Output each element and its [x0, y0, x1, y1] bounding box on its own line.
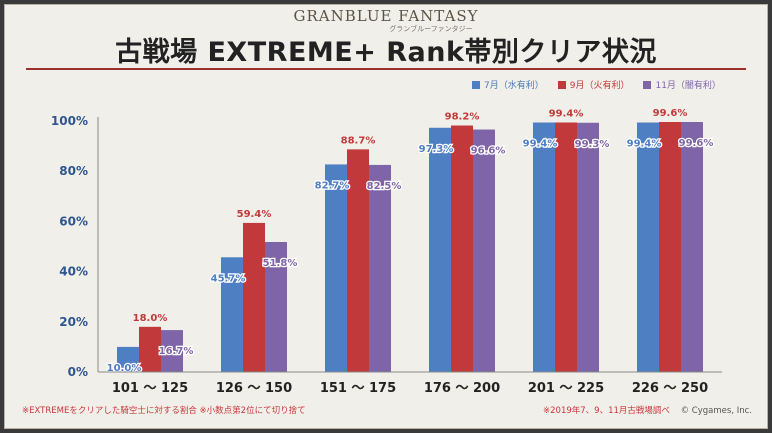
bar [347, 149, 369, 372]
data-label: 96.6% [471, 146, 506, 157]
legend-label-july: 7月（水有利） [484, 81, 544, 91]
data-label: 16.7% [159, 346, 194, 357]
x-axis: 101 ～ 125 126 ～ 150 151 ～ 175 176 ～ 200 201 … [98, 371, 722, 396]
data-label: 18.0% [133, 313, 168, 324]
survey-note: ※2019年7、9、11月古戦場調べ [543, 406, 670, 416]
bar [161, 330, 183, 372]
bar [265, 241, 287, 372]
bar [369, 164, 391, 372]
bar [243, 222, 265, 372]
bar [221, 257, 243, 372]
bar [139, 326, 161, 372]
bar [555, 122, 577, 372]
legend-item-september: 9月（火有利） [557, 78, 630, 91]
data-label: 99.4% [523, 139, 558, 150]
legend-label-november: 11月（闇有利） [655, 81, 721, 91]
footnote-right: ※2019年7、9、11月古戦場調べ © Cygames, Inc. [543, 404, 752, 416]
y-tick-label: 40% [59, 265, 88, 279]
page-title: 古戦場 EXTREME+ Rank帯別クリア状況 [115, 37, 657, 68]
data-label: 82.5% [367, 181, 402, 192]
legend-swatch-september [557, 80, 566, 89]
bar [681, 122, 703, 372]
bar [637, 122, 659, 372]
logo-subtext: グランブルーファンタジー [389, 25, 473, 33]
bar [117, 346, 139, 372]
chart-legend: 7月（水有利） 9月（火有利） 11月（闇有利） [472, 78, 721, 91]
bar [659, 122, 681, 372]
legend-label-september: 9月（火有利） [569, 81, 630, 91]
logo-text: GRANBLUE FANTASY [293, 7, 479, 25]
legend-item-november: 11月（闇有利） [643, 78, 721, 91]
y-tick-label: 100% [51, 114, 88, 128]
bar [473, 129, 495, 372]
data-label: 82.7% [315, 180, 350, 191]
y-tick-label: 60% [59, 214, 88, 228]
data-label: 98.2% [445, 112, 480, 123]
x-tick-label: 201 ～ 225 [528, 381, 604, 396]
bar [429, 127, 451, 372]
x-tick-label: 126 ～ 150 [216, 381, 292, 396]
title-divider [26, 68, 746, 70]
bar-group [117, 122, 703, 372]
bar [533, 122, 555, 372]
footnote-left: ※EXTREMEをクリアした騎空士に対する割合 ※小数点第2位にて切り捨て [22, 406, 306, 416]
data-label: 59.4% [237, 209, 272, 220]
x-tick-label: 226 ～ 250 [632, 381, 708, 396]
x-tick-label: 176 ～ 200 [424, 381, 500, 396]
data-labels: 10.0%18.0%16.7%45.7%59.4%51.8%82.7%88.7%… [105, 108, 714, 375]
x-tick-label: 101 ～ 125 [112, 381, 188, 396]
y-tick-label: 80% [59, 164, 88, 178]
game-logo: GRANBLUE FANTASY グランブルーファンタジー [5, 5, 767, 35]
y-tick-label: 0% [68, 365, 88, 379]
bar [577, 122, 599, 372]
data-label: 97.3% [419, 144, 454, 155]
data-label: 51.8% [263, 258, 298, 269]
legend-swatch-july [472, 80, 480, 89]
legend-swatch-november [643, 80, 652, 89]
data-label: 88.7% [341, 135, 376, 146]
data-label: 99.6% [653, 108, 688, 119]
x-tick-label: 151 ～ 175 [320, 381, 396, 396]
bar [451, 125, 473, 372]
y-axis: 0% 20% 40% 60% 80% 100% [51, 114, 99, 379]
data-label: 45.7% [211, 273, 246, 284]
legend-item-july: 7月（水有利） [472, 78, 544, 91]
data-label: 99.3% [575, 139, 610, 150]
y-tick-label: 20% [59, 315, 88, 329]
data-label: 99.4% [549, 109, 584, 120]
bar [325, 164, 347, 372]
copyright: © Cygames, Inc. [680, 406, 752, 416]
data-label: 99.4% [627, 139, 662, 150]
data-label: 99.6% [679, 138, 714, 149]
